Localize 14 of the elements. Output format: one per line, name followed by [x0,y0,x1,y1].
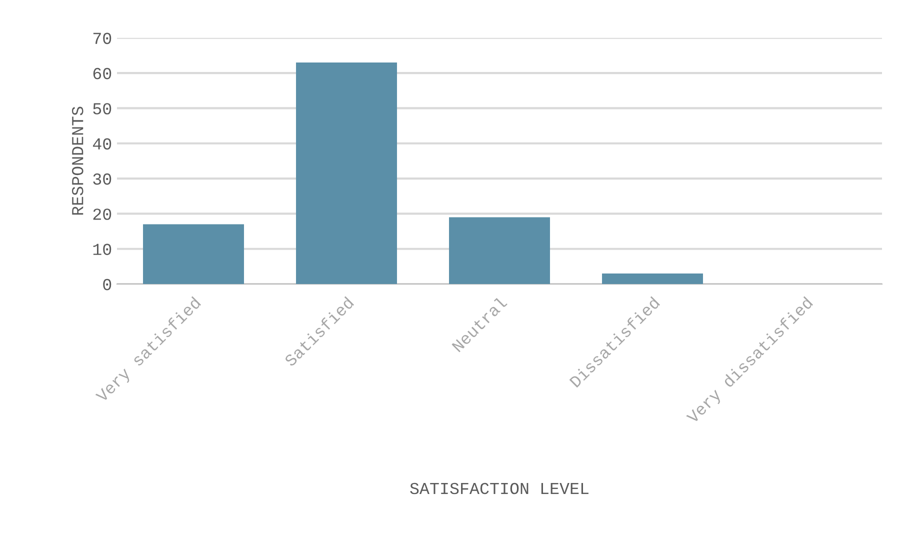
y-tick-label: 20 [93,208,112,220]
y-tick-label: 10 [93,244,112,256]
y-tick-label: 0 [103,278,112,290]
bar [296,62,397,284]
y-tick-label: 40 [92,138,112,150]
x-axis-title: SATISFACTION LEVEL [410,482,588,494]
bar [449,217,550,284]
y-tick-label: 50 [93,103,112,114]
y-axis-title: RESPONDENTS [72,106,84,215]
y-tick-label: 70 [93,32,112,44]
bar [143,224,244,284]
y-tick-label: 30 [93,173,112,185]
bar [602,273,703,284]
y-tick-label: 60 [93,68,112,80]
